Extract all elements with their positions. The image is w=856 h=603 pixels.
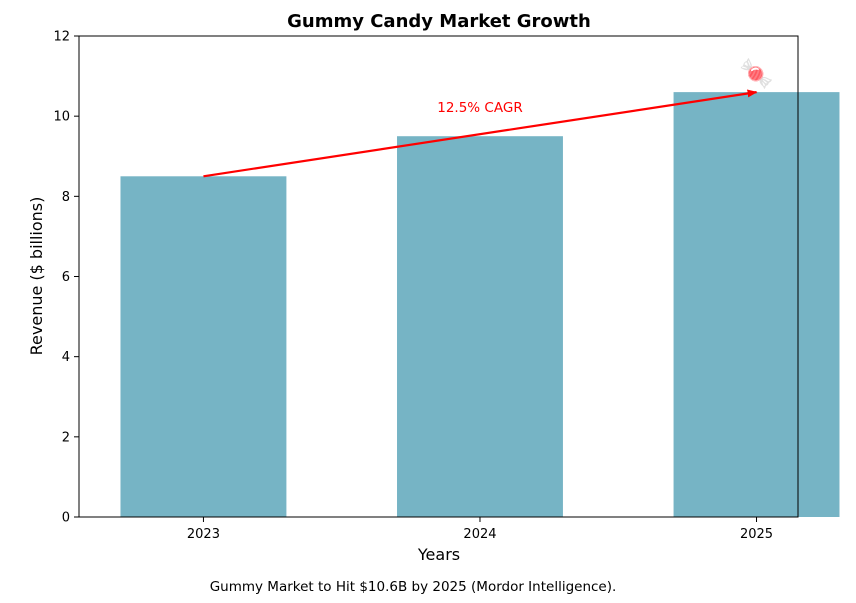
x-tick-label: 2025: [740, 527, 773, 542]
candy-icon: 🍬: [739, 57, 774, 90]
x-tick-label: 2024: [463, 527, 496, 542]
y-tick-label: 2: [62, 430, 70, 445]
cagr-annotation: 12.5% CAGR: [437, 100, 522, 116]
chart-caption: Gummy Market to Hit $10.6B by 2025 (Mord…: [210, 579, 617, 595]
y-tick-label: 0: [62, 511, 70, 526]
y-tick-label: 12: [53, 30, 70, 45]
x-tick-label: 2023: [187, 527, 220, 542]
x-axis-ticks: 2023 2024 2025: [187, 517, 773, 542]
bar-2023: [120, 176, 287, 517]
y-tick-label: 8: [62, 190, 70, 205]
cagr-trend-arrow: [203, 89, 758, 178]
y-tick-label: 10: [53, 110, 70, 125]
bars: [120, 92, 840, 518]
x-axis-label: Years: [417, 545, 460, 564]
chart-title: Gummy Candy Market Growth: [287, 11, 591, 32]
y-tick-label: 4: [62, 350, 70, 365]
bar-2025: [673, 92, 840, 517]
bar-2024: [397, 136, 563, 518]
y-axis-label: Revenue ($ billions): [27, 197, 46, 356]
y-tick-label: 6: [62, 270, 70, 285]
y-axis-ticks: 0 2 4 6 8 10 12: [53, 30, 79, 526]
